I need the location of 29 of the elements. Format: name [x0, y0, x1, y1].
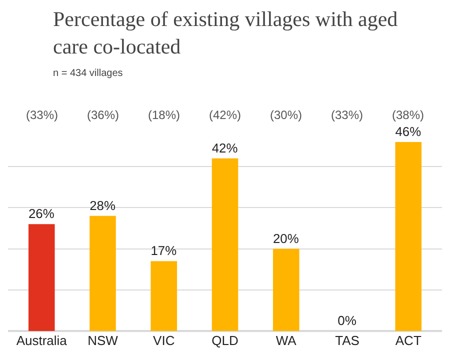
x-tick-label: WA — [276, 333, 297, 348]
data-label: 26% — [28, 206, 55, 222]
text: (36%) — [87, 108, 120, 122]
x-tick-label: NSW — [88, 333, 119, 348]
text: (18%) — [148, 108, 180, 122]
x-tick-label: TAS — [335, 333, 360, 348]
chart-subtitle: n = 434 villages — [53, 68, 123, 79]
data-label: 28% — [90, 198, 116, 213]
x-tick-label: Australia — [16, 333, 68, 348]
x-tick-label: ACT — [395, 333, 422, 348]
bar — [272, 248, 300, 331]
data-label: 0% — [338, 313, 357, 328]
bar — [395, 142, 422, 331]
text: (30%) — [270, 108, 302, 122]
bar — [150, 261, 178, 331]
text: (33%) — [26, 108, 58, 122]
text: (38%) — [392, 108, 424, 122]
data-label: 17% — [150, 243, 178, 258]
text: (33%) — [331, 108, 364, 122]
chart-title: Percentage of existing villages with aged care co-located — [53, 7, 398, 58]
bar — [212, 158, 238, 331]
data-label: 42% — [212, 140, 238, 156]
text: (42%) — [209, 108, 242, 122]
bar — [90, 216, 116, 331]
data-label: 20% — [272, 230, 300, 246]
data-label: 46% — [395, 124, 422, 139]
x-tick-label: VIC — [153, 333, 175, 348]
bar — [28, 224, 55, 331]
x-tick-label: QLD — [212, 333, 238, 348]
